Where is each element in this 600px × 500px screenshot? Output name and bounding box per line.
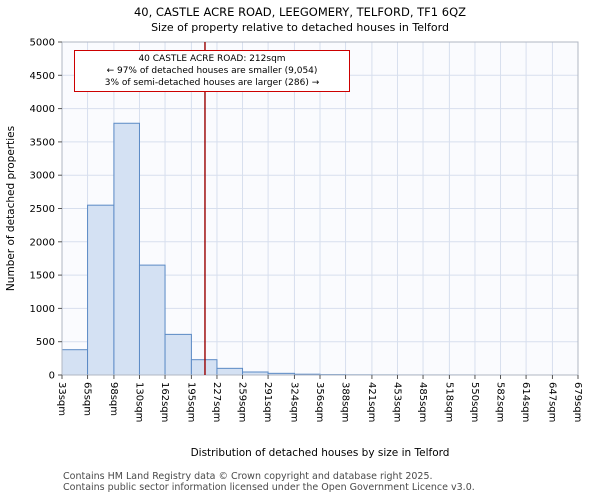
histogram-bar — [61, 349, 89, 376]
chart-title: 40, CASTLE ACRE ROAD, LEEGOMERY, TELFORD… — [133, 5, 467, 19]
chart-subtitle: Size of property relative to detached ho… — [151, 21, 449, 34]
x-tick-label: 518sqm — [443, 382, 454, 422]
x-tick-label: 324sqm — [288, 382, 299, 422]
y-tick-label: 1000 — [30, 304, 55, 315]
x-tick-label: 647sqm — [546, 382, 557, 422]
x-tick-label: 421sqm — [366, 382, 377, 422]
x-tick-label: 453sqm — [391, 382, 402, 422]
x-axis-label: Distribution of detached houses by size … — [191, 447, 450, 459]
histogram-bar — [87, 204, 115, 376]
x-tick-label: 388sqm — [340, 382, 351, 422]
annotation-box: 40 CASTLE ACRE ROAD: 212sqm ← 97% of det… — [74, 50, 350, 93]
x-tick-label: 195sqm — [185, 382, 196, 422]
histogram-bar — [190, 359, 218, 376]
x-tick-label: 162sqm — [159, 382, 170, 422]
annotation-line-1: 40 CASTLE ACRE ROAD: 212sqm — [138, 54, 286, 64]
x-tick-label: 130sqm — [133, 382, 144, 422]
y-tick-label: 1500 — [30, 271, 55, 282]
y-tick-label: 0 — [49, 371, 55, 382]
x-tick-label: 550sqm — [469, 382, 480, 422]
annotation-line-3: 3% of semi-detached houses are larger (2… — [104, 78, 320, 89]
x-tick-label: 614sqm — [520, 382, 531, 422]
y-axis-label: Number of detached properties — [5, 126, 17, 291]
histogram-bar — [138, 264, 166, 376]
histogram-bar — [164, 333, 192, 376]
x-tick-label: 356sqm — [314, 382, 325, 422]
x-tick-label: 582sqm — [495, 382, 506, 422]
x-tick-label: 485sqm — [417, 382, 428, 422]
annotation-line-2: ← 97% of detached houses are smaller (9,… — [106, 66, 318, 77]
x-tick-label: 98sqm — [108, 382, 119, 416]
x-tick-label: 227sqm — [211, 382, 222, 422]
footer-attribution-1: Contains HM Land Registry data © Crown c… — [63, 471, 433, 482]
y-tick-label: 4000 — [30, 104, 55, 115]
x-tick-label: 259sqm — [237, 382, 248, 422]
histogram-bar — [113, 122, 140, 376]
y-tick-label: 3000 — [30, 171, 55, 182]
histogram-bar — [216, 367, 244, 376]
y-tick-label: 5000 — [30, 38, 55, 49]
x-tick-label: 33sqm — [56, 382, 67, 416]
y-tick-label: 2500 — [30, 204, 55, 215]
y-tick-label: 3500 — [30, 137, 55, 148]
x-tick-label: 679sqm — [572, 382, 583, 422]
y-tick-label: 500 — [36, 337, 55, 348]
x-tick-label: 291sqm — [262, 382, 273, 422]
x-tick-label: 65sqm — [82, 382, 93, 416]
y-tick-label: 2000 — [30, 237, 55, 248]
footer-attribution-2: Contains public sector information licen… — [63, 482, 475, 493]
y-tick-label: 4500 — [30, 71, 55, 82]
